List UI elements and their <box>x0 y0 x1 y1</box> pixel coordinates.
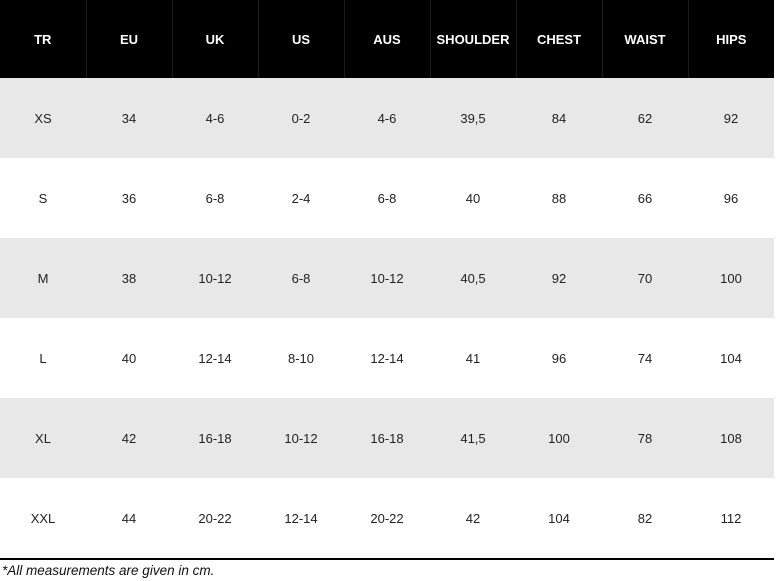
table-cell: 74 <box>602 318 688 398</box>
table-cell: 70 <box>602 238 688 318</box>
table-cell: 96 <box>688 158 774 238</box>
table-cell: 44 <box>86 478 172 558</box>
table-cell: 0-2 <box>258 78 344 158</box>
size-chart-table: TR EU UK US AUS SHOULDER CHEST WAIST HIP… <box>0 0 774 558</box>
header-cell-shoulder: SHOULDER <box>430 0 517 78</box>
header-cell-waist: WAIST <box>602 0 689 78</box>
table-row: XXL 44 20-22 12-14 20-22 42 104 82 112 <box>0 478 774 558</box>
table-cell: 39,5 <box>430 78 516 158</box>
table-cell: 16-18 <box>172 398 258 478</box>
table-cell: 82 <box>602 478 688 558</box>
header-cell-tr: TR <box>0 0 87 78</box>
table-cell: 20-22 <box>344 478 430 558</box>
table-cell: 41,5 <box>430 398 516 478</box>
table-bottom-rule <box>0 558 774 560</box>
table-cell: 41 <box>430 318 516 398</box>
table-cell: 42 <box>430 478 516 558</box>
table-cell: 40,5 <box>430 238 516 318</box>
table-cell: 36 <box>86 158 172 238</box>
table-cell: 4-6 <box>344 78 430 158</box>
table-row: XL 42 16-18 10-12 16-18 41,5 100 78 108 <box>0 398 774 478</box>
header-cell-hips: HIPS <box>688 0 774 78</box>
table-cell: 62 <box>602 78 688 158</box>
table-cell: 16-18 <box>344 398 430 478</box>
table-cell: 8-10 <box>258 318 344 398</box>
header-cell-uk: UK <box>172 0 259 78</box>
header-cell-eu: EU <box>86 0 173 78</box>
table-cell: 108 <box>688 398 774 478</box>
table-row: S 36 6-8 2-4 6-8 40 88 66 96 <box>0 158 774 238</box>
header-cell-us: US <box>258 0 345 78</box>
table-cell: 20-22 <box>172 478 258 558</box>
table-cell: XS <box>0 78 86 158</box>
table-cell: XXL <box>0 478 86 558</box>
table-cell: 34 <box>86 78 172 158</box>
table-cell: 112 <box>688 478 774 558</box>
table-cell: 10-12 <box>172 238 258 318</box>
table-row: L 40 12-14 8-10 12-14 41 96 74 104 <box>0 318 774 398</box>
table-cell: 96 <box>516 318 602 398</box>
table-cell: 38 <box>86 238 172 318</box>
table-cell: 2-4 <box>258 158 344 238</box>
table-cell: 104 <box>516 478 602 558</box>
table-row: M 38 10-12 6-8 10-12 40,5 92 70 100 <box>0 238 774 318</box>
table-cell: L <box>0 318 86 398</box>
table-cell: 6-8 <box>258 238 344 318</box>
table-cell: 92 <box>516 238 602 318</box>
table-cell: 10-12 <box>258 398 344 478</box>
table-cell: 66 <box>602 158 688 238</box>
table-cell: 78 <box>602 398 688 478</box>
table-cell: S <box>0 158 86 238</box>
table-cell: 88 <box>516 158 602 238</box>
table-cell: 12-14 <box>258 478 344 558</box>
measurement-footnote: *All measurements are given in cm. <box>2 563 215 578</box>
table-cell: 4-6 <box>172 78 258 158</box>
table-cell: XL <box>0 398 86 478</box>
table-cell: 42 <box>86 398 172 478</box>
table-cell: 40 <box>430 158 516 238</box>
table-cell: 100 <box>688 238 774 318</box>
table-cell: 100 <box>516 398 602 478</box>
table-cell: 40 <box>86 318 172 398</box>
table-cell: 10-12 <box>344 238 430 318</box>
table-cell: 104 <box>688 318 774 398</box>
table-cell: 84 <box>516 78 602 158</box>
table-row: XS 34 4-6 0-2 4-6 39,5 84 62 92 <box>0 78 774 158</box>
table-cell: 12-14 <box>172 318 258 398</box>
header-cell-chest: CHEST <box>516 0 603 78</box>
table-cell: 92 <box>688 78 774 158</box>
table-cell: 6-8 <box>344 158 430 238</box>
header-row: TR EU UK US AUS SHOULDER CHEST WAIST HIP… <box>0 0 774 78</box>
table-cell: 12-14 <box>344 318 430 398</box>
table-cell: M <box>0 238 86 318</box>
header-cell-aus: AUS <box>344 0 431 78</box>
table-cell: 6-8 <box>172 158 258 238</box>
